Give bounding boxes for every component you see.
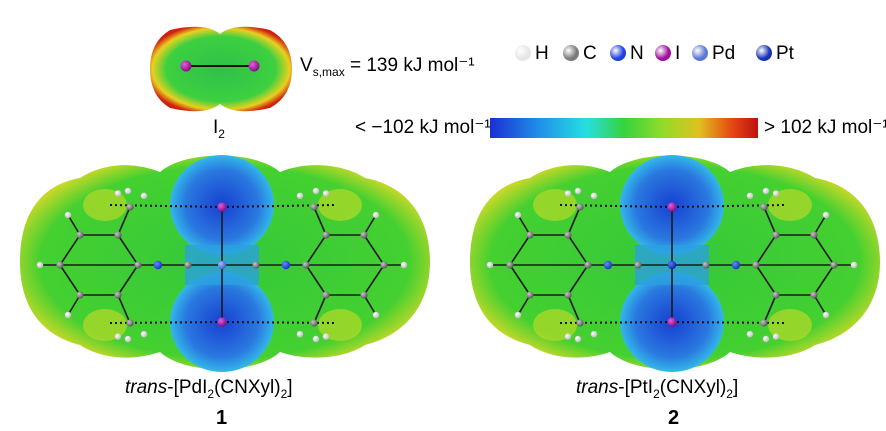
atom-swatch-icon bbox=[563, 45, 579, 61]
atom-swatch-icon bbox=[610, 45, 626, 61]
legend-atom-c: C bbox=[563, 44, 597, 63]
legend-atom-label: Pt bbox=[776, 43, 794, 64]
complex-1-surface bbox=[20, 155, 430, 372]
color-scale-bar bbox=[490, 118, 758, 138]
legend-atom-label: C bbox=[583, 43, 597, 64]
colorbar-max-label: > 102 kJ mol⁻¹ bbox=[764, 117, 886, 138]
legend-atom-label: Pd bbox=[712, 43, 736, 64]
colorbar-min-label: < −102 kJ mol⁻¹ bbox=[355, 117, 491, 138]
legend-atom-label: I bbox=[675, 43, 681, 64]
complex-1-name: trans-[PdI2(CNXyl)2] bbox=[125, 377, 293, 401]
atom-swatch-icon bbox=[756, 45, 772, 61]
legend-atom-pt: Pt bbox=[756, 44, 794, 63]
legend-atom-pd: Pd bbox=[692, 44, 735, 63]
atom-swatch-icon bbox=[515, 45, 531, 61]
legend-atom-n: N bbox=[610, 44, 644, 63]
complex-1-number: 1 bbox=[216, 407, 228, 429]
legend-atom-h: H bbox=[515, 44, 549, 63]
complex-2-number: 2 bbox=[668, 407, 680, 429]
complex-2-name: trans-[PtI2(CNXyl)2] bbox=[576, 377, 739, 401]
legend-atom-i: I bbox=[655, 44, 680, 63]
complex-2-surface bbox=[470, 155, 880, 372]
atom-swatch-icon bbox=[655, 45, 671, 61]
i2-surface bbox=[150, 26, 292, 112]
atom-swatch-icon bbox=[692, 45, 708, 61]
vs-max-label: Vs,max = 139 kJ mol⁻¹ bbox=[300, 55, 475, 79]
i2-label: I2 bbox=[213, 117, 225, 141]
legend-atom-label: N bbox=[630, 43, 644, 64]
legend-atom-label: H bbox=[535, 43, 549, 64]
